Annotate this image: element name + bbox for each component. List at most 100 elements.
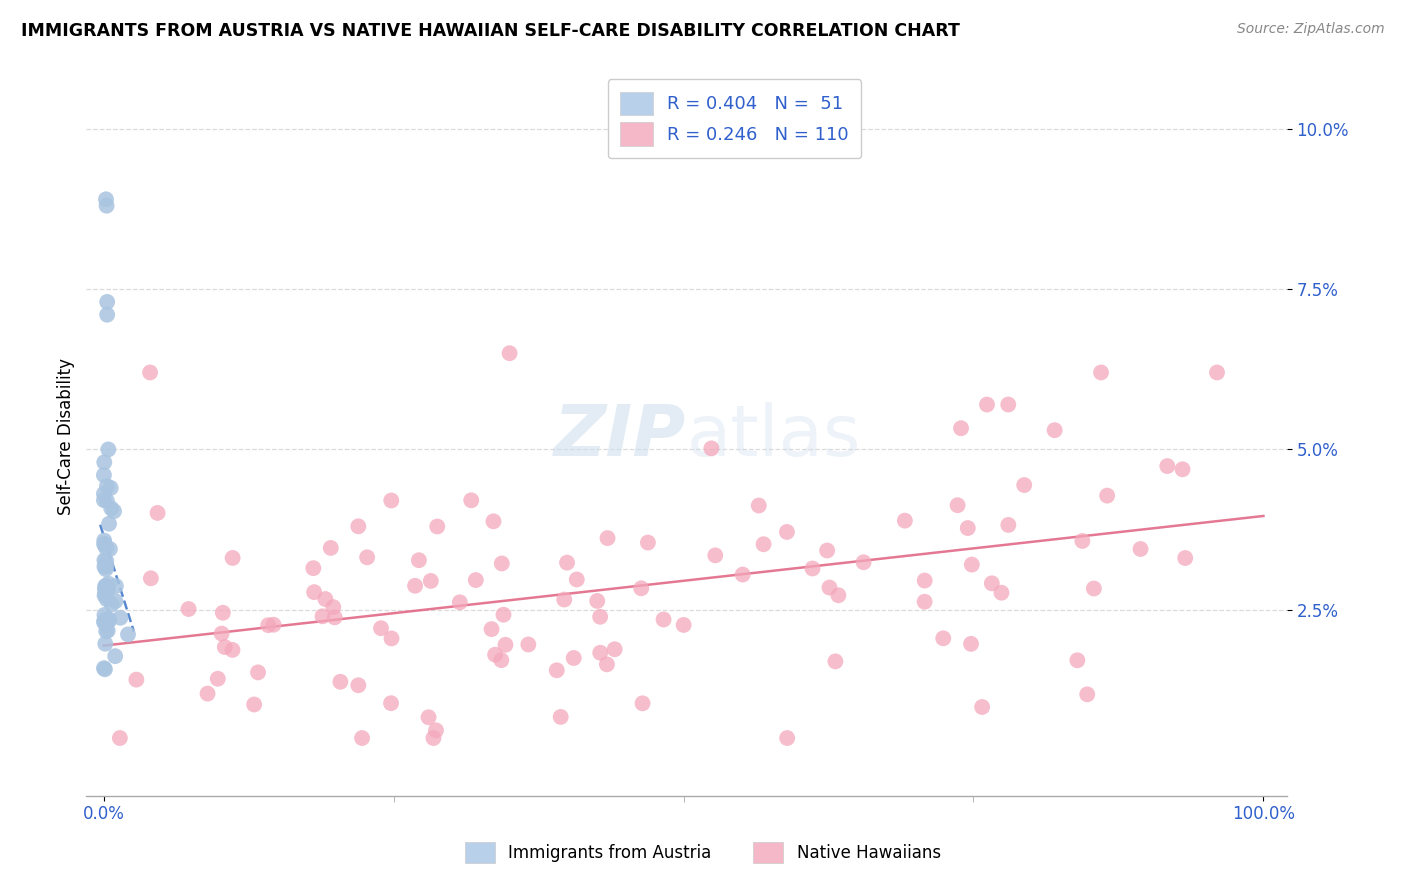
Point [93, 661, 115, 675]
Point [108, 731, 131, 745]
Point [418, 710, 440, 724]
Point [596, 657, 619, 672]
Point [311, 609, 333, 624]
Point [96, 612, 118, 626]
Point [976, 398, 998, 412]
Point [352, 731, 374, 745]
Point [347, 678, 370, 692]
Point [93, 537, 115, 551]
Point [914, 595, 936, 609]
Point [1095, 489, 1118, 503]
Point [818, 581, 841, 595]
Point [207, 672, 229, 686]
Point [347, 519, 370, 533]
Point [596, 531, 619, 545]
Point [94, 579, 117, 593]
Point [553, 592, 575, 607]
Point [637, 535, 659, 549]
Point [93, 553, 115, 567]
Point [93, 589, 115, 603]
Point [96, 308, 118, 322]
Point [1071, 533, 1094, 548]
Point [243, 698, 266, 712]
Point [104, 649, 127, 664]
Point [894, 514, 917, 528]
Point [94, 587, 117, 601]
Point [93, 607, 115, 622]
Point [211, 606, 233, 620]
Point [96, 541, 118, 556]
Point [100, 598, 122, 612]
Point [93, 613, 115, 627]
Point [546, 663, 568, 677]
Legend: Immigrants from Austria, Native Hawaiians: Immigrants from Austria, Native Hawaiian… [454, 830, 952, 875]
Point [98, 614, 121, 628]
Point [319, 541, 342, 555]
Point [997, 398, 1019, 412]
Point [997, 517, 1019, 532]
Point [1156, 458, 1178, 473]
Point [980, 576, 1002, 591]
Point [956, 521, 979, 535]
Point [356, 550, 378, 565]
Point [815, 543, 838, 558]
Point [1129, 541, 1152, 556]
Point [93, 615, 115, 629]
Point [419, 574, 441, 588]
Point [914, 574, 936, 588]
Point [1076, 687, 1098, 701]
Point [748, 499, 770, 513]
Text: IMMIGRANTS FROM AUSTRIA VS NATIVE HAWAIIAN SELF-CARE DISABILITY CORRELATION CHAR: IMMIGRANTS FROM AUSTRIA VS NATIVE HAWAII… [21, 22, 960, 40]
Point [97, 612, 120, 626]
Point [125, 673, 148, 687]
Point [422, 731, 444, 745]
Point [103, 504, 125, 518]
Point [492, 607, 515, 622]
Point [586, 594, 609, 608]
Point [380, 696, 402, 710]
Point [495, 638, 517, 652]
Point [96, 294, 118, 309]
Point [370, 621, 392, 635]
Point [852, 555, 875, 569]
Point [1083, 582, 1105, 596]
Point [96, 554, 118, 568]
Point [93, 559, 115, 574]
Point [704, 549, 727, 563]
Point [1066, 653, 1088, 667]
Point [221, 550, 243, 565]
Point [329, 674, 352, 689]
Point [93, 493, 115, 508]
Point [380, 493, 402, 508]
Point [425, 723, 447, 738]
Point [93, 455, 115, 469]
Point [97, 442, 120, 457]
Point [94, 562, 117, 576]
Point [491, 653, 513, 667]
Point [322, 600, 344, 615]
Point [96, 493, 118, 508]
Point [498, 346, 520, 360]
Point [426, 519, 449, 533]
Point [491, 557, 513, 571]
Point [94, 582, 117, 596]
Point [776, 524, 799, 539]
Point [94, 617, 117, 632]
Point [117, 627, 139, 641]
Point [98, 516, 121, 531]
Point [464, 573, 486, 587]
Legend: R = 0.404   N =  51, R = 0.246   N = 110: R = 0.404 N = 51, R = 0.246 N = 110 [607, 79, 862, 158]
Point [776, 731, 799, 745]
Point [96, 479, 118, 493]
Point [700, 442, 723, 456]
Point [449, 595, 471, 609]
Point [214, 640, 236, 654]
Point [177, 602, 200, 616]
Point [257, 618, 280, 632]
Point [93, 537, 115, 551]
Point [1206, 366, 1229, 380]
Point [589, 646, 612, 660]
Point [990, 585, 1012, 599]
Point [1171, 462, 1194, 476]
Point [197, 687, 219, 701]
